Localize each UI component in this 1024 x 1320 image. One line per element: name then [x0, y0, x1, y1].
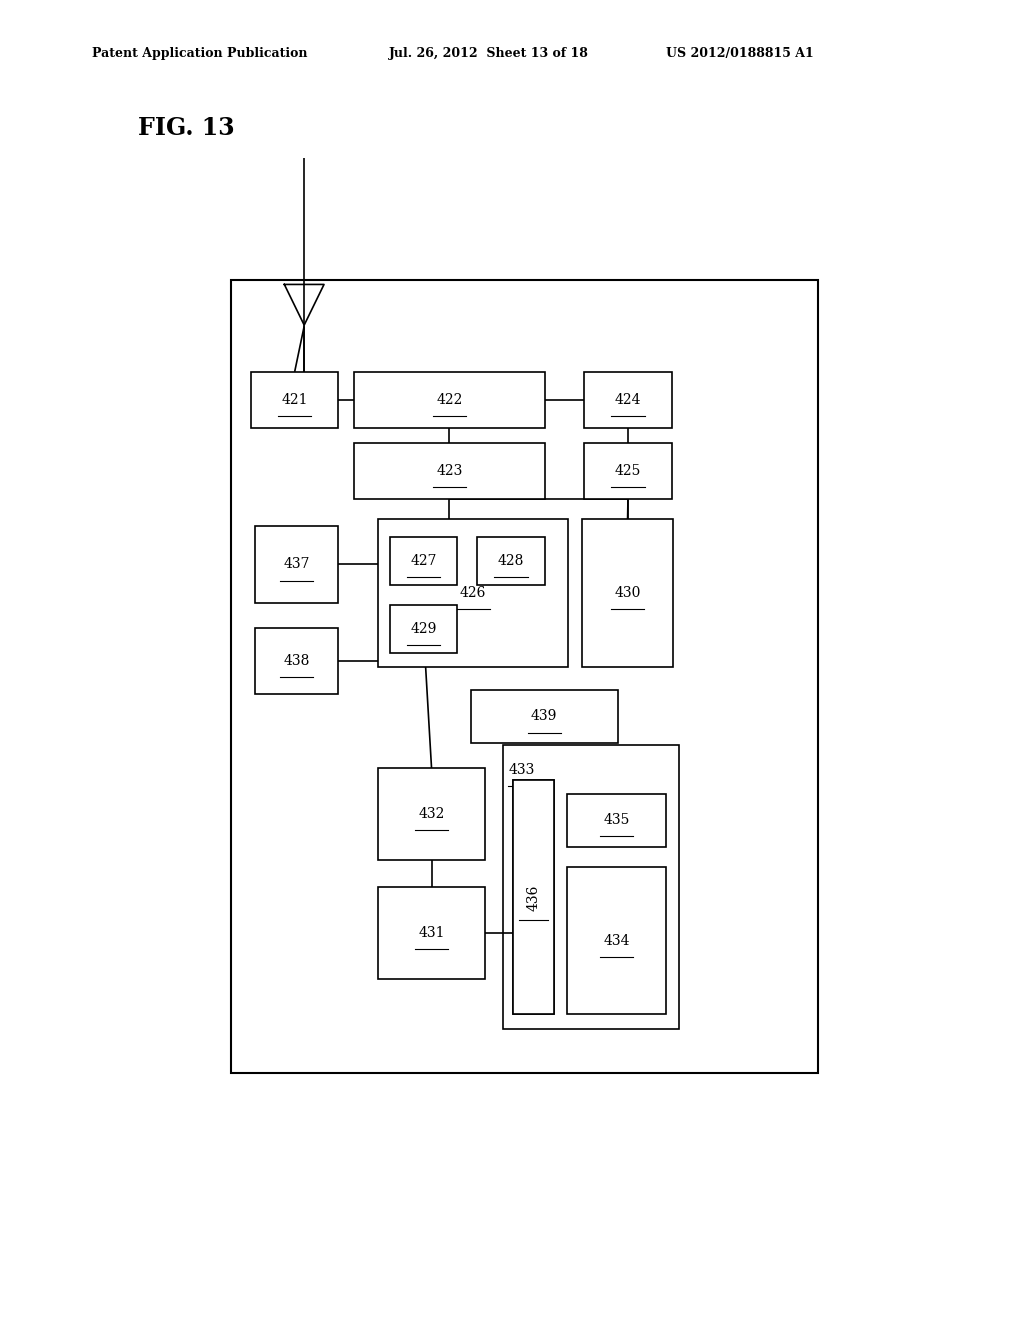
Bar — [378, 887, 485, 978]
Bar — [354, 444, 545, 499]
Bar — [378, 768, 485, 859]
Bar — [231, 280, 818, 1073]
Text: 428: 428 — [498, 554, 524, 568]
Bar — [582, 519, 673, 667]
Text: 421: 421 — [282, 393, 308, 407]
Text: 430: 430 — [614, 586, 641, 599]
Text: 433: 433 — [508, 763, 535, 777]
Text: 437: 437 — [284, 557, 310, 572]
Text: 424: 424 — [614, 393, 641, 407]
Bar — [255, 628, 338, 694]
Bar — [378, 519, 568, 667]
Text: FIG. 13: FIG. 13 — [138, 116, 234, 140]
Text: US 2012/0188815 A1: US 2012/0188815 A1 — [666, 46, 813, 59]
Text: 431: 431 — [418, 925, 444, 940]
Text: Jul. 26, 2012  Sheet 13 of 18: Jul. 26, 2012 Sheet 13 of 18 — [389, 46, 589, 59]
Text: 439: 439 — [531, 709, 557, 723]
Bar — [513, 780, 554, 1014]
Bar — [471, 690, 617, 743]
Text: 427: 427 — [411, 554, 437, 568]
Text: 436: 436 — [526, 884, 541, 911]
Text: 426: 426 — [460, 586, 486, 599]
Text: 435: 435 — [603, 813, 630, 828]
Text: 436: 436 — [520, 890, 547, 904]
Text: Patent Application Publication: Patent Application Publication — [92, 46, 307, 59]
Text: 423: 423 — [436, 463, 463, 478]
Bar — [567, 793, 666, 846]
Bar — [255, 527, 338, 602]
Text: 434: 434 — [603, 933, 630, 948]
Bar — [585, 444, 672, 499]
Bar — [477, 536, 545, 585]
Bar — [513, 780, 554, 1014]
Text: 425: 425 — [614, 463, 641, 478]
Bar — [390, 536, 458, 585]
Bar — [503, 744, 679, 1030]
Text: 432: 432 — [419, 807, 444, 821]
Bar — [390, 605, 458, 653]
Bar — [354, 372, 545, 428]
Bar — [585, 372, 672, 428]
Bar — [251, 372, 338, 428]
Bar — [567, 867, 666, 1014]
Text: 429: 429 — [411, 622, 437, 636]
Text: 438: 438 — [284, 653, 310, 668]
Text: 422: 422 — [436, 393, 463, 407]
